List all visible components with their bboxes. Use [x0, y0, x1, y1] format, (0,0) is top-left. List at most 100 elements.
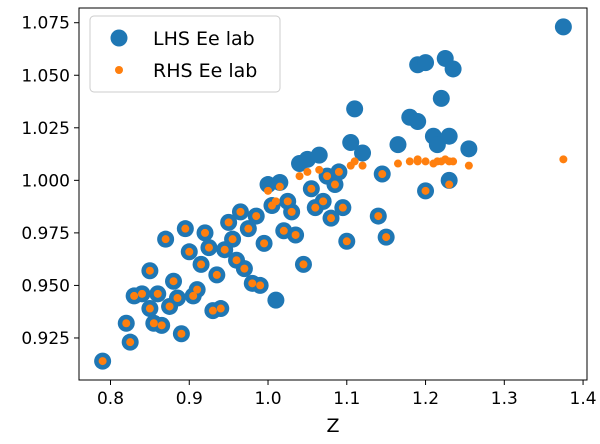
x-tick-label: 0.9: [176, 389, 203, 409]
rhs-data-point: [393, 159, 402, 168]
rhs-data-point: [165, 302, 174, 311]
rhs-data-point: [204, 243, 213, 252]
rhs-data-point: [201, 228, 210, 237]
rhs-data-point: [382, 233, 391, 242]
legend-box: [89, 15, 281, 93]
rhs-data-point: [303, 167, 312, 176]
legend-marker-rhs: [115, 66, 123, 74]
rhs-data-point: [173, 294, 182, 303]
rhs-data-point: [330, 180, 339, 189]
rhs-data-point: [256, 281, 265, 290]
lhs-data-point: [444, 60, 462, 78]
rhs-data-point: [421, 186, 430, 195]
rhs-data-point: [216, 304, 225, 313]
plot-frame: [78, 7, 588, 381]
rhs-data-point: [315, 165, 324, 174]
lhs-data-point: [440, 171, 458, 189]
x-tick-label: 1.4: [570, 389, 597, 409]
rhs-data-point: [126, 338, 135, 347]
lhs-data-point: [354, 144, 372, 162]
rhs-data-point: [122, 319, 131, 328]
lhs-data-point: [554, 18, 572, 36]
rhs-data-point: [342, 237, 351, 246]
points-layer: [94, 18, 572, 370]
rhs-data-point: [449, 157, 458, 166]
rhs-data-point: [145, 304, 154, 313]
rhs-data-point: [421, 157, 430, 166]
rhs-data-point: [311, 203, 320, 212]
rhs-data-point: [153, 289, 162, 298]
legend-label-lhs: LHS Ee lab: [153, 28, 255, 50]
series-rhs: [98, 155, 568, 366]
rhs-data-point: [559, 155, 568, 164]
legend-label-rhs: RHS Ee lab: [153, 60, 257, 82]
rhs-data-point: [193, 285, 202, 294]
rhs-data-point: [283, 197, 292, 206]
y-tick-label: 0.950: [21, 276, 70, 296]
lhs-data-point: [409, 112, 427, 130]
rhs-data-point: [271, 197, 280, 206]
x-tick-label: 1.2: [412, 389, 439, 409]
y-tick-label: 1.075: [21, 14, 70, 34]
rhs-data-point: [236, 207, 245, 216]
rhs-data-point: [374, 212, 383, 221]
rhs-data-point: [212, 270, 221, 279]
y-tick-label: 1.050: [21, 66, 70, 86]
rhs-data-point: [299, 260, 308, 269]
lhs-data-point: [267, 291, 285, 309]
rhs-data-point: [161, 235, 170, 244]
rhs-data-point: [358, 161, 367, 170]
rhs-data-point: [232, 256, 241, 265]
rhs-data-point: [264, 186, 273, 195]
y-tick-label: 0.925: [21, 329, 70, 349]
rhs-data-point: [138, 289, 147, 298]
rhs-data-point: [307, 184, 316, 193]
rhs-data-point: [220, 245, 229, 254]
lhs-data-point: [432, 89, 450, 107]
lhs-data-point: [346, 100, 364, 118]
rhs-data-point: [319, 197, 328, 206]
x-tick-label: 1.3: [491, 389, 518, 409]
rhs-data-point: [145, 266, 154, 275]
x-tick-label: 0.8: [97, 389, 124, 409]
rhs-data-point: [130, 291, 139, 300]
rhs-data-point: [149, 319, 158, 328]
rhs-data-point: [208, 306, 217, 315]
rhs-data-point: [260, 239, 269, 248]
rhs-data-point: [177, 329, 186, 338]
y-tick-label: 1.025: [21, 119, 70, 139]
lhs-data-point: [417, 54, 435, 72]
lhs-data-point: [271, 173, 289, 191]
rhs-data-point: [327, 214, 336, 223]
x-tick-label: 1.0: [254, 389, 281, 409]
rhs-data-point: [287, 207, 296, 216]
y-tick-label: 0.975: [21, 224, 70, 244]
rhs-data-point: [228, 235, 237, 244]
rhs-data-point: [157, 321, 166, 330]
y-tick-label: 1.000: [21, 171, 70, 191]
rhs-data-point: [464, 161, 473, 170]
rhs-data-point: [413, 155, 422, 164]
legend: LHS Ee lab RHS Ee lab: [89, 15, 281, 93]
rhs-data-point: [189, 291, 198, 300]
rhs-data-point: [181, 224, 190, 233]
lhs-data-point: [428, 136, 446, 154]
rhs-data-point: [98, 357, 107, 366]
x-tick-label: 1.1: [333, 389, 360, 409]
rhs-data-point: [275, 182, 284, 191]
rhs-data-point: [279, 226, 288, 235]
rhs-data-point: [244, 224, 253, 233]
legend-marker-lhs: [110, 29, 128, 47]
rhs-data-point: [240, 264, 249, 273]
rhs-data-point: [197, 260, 206, 269]
y-axis: 0.925 0.950 0.975 1.000 1.025 1.050 1.075: [21, 14, 79, 349]
rhs-data-point: [334, 167, 343, 176]
lhs-data-point: [310, 146, 328, 164]
rhs-data-point: [248, 279, 257, 288]
rhs-data-point: [405, 157, 414, 166]
rhs-data-point: [378, 170, 387, 179]
lhs-data-point: [389, 136, 407, 154]
lhs-data-point: [342, 134, 360, 152]
rhs-data-point: [224, 218, 233, 227]
